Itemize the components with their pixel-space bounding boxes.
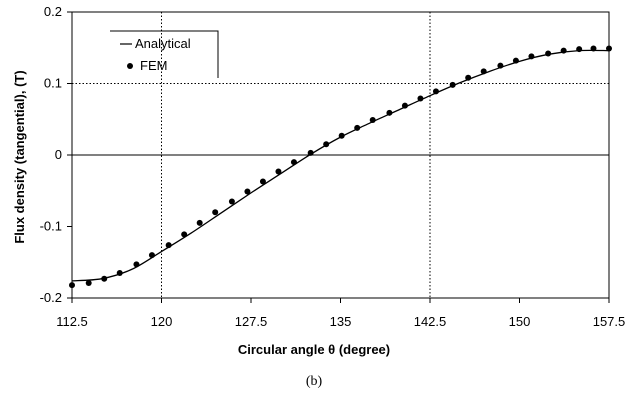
y-axis-title: Flux density (tangential), (T) bbox=[12, 70, 27, 243]
fem-point bbox=[290, 159, 297, 166]
fem-point bbox=[401, 102, 408, 109]
fem-point bbox=[560, 47, 567, 54]
grid-lines bbox=[72, 12, 609, 298]
x-tick-label: 120 bbox=[151, 314, 173, 329]
x-axis-title: Circular angle θ (degree) bbox=[238, 342, 390, 357]
x-tick-label: 142.5 bbox=[414, 314, 447, 329]
analytical-line bbox=[71, 49, 610, 282]
fem-point bbox=[369, 116, 376, 123]
fem-point bbox=[244, 188, 251, 195]
legend: Analytical FEM bbox=[110, 30, 219, 78]
y-tick-label: 0 bbox=[55, 147, 62, 162]
fem-point bbox=[338, 132, 345, 139]
fem-point bbox=[307, 149, 314, 156]
x-tick-label: 157.5 bbox=[593, 314, 626, 329]
fem-point bbox=[165, 242, 172, 249]
y-tick-label: -0.2 bbox=[40, 290, 62, 305]
fem-point bbox=[465, 74, 472, 81]
legend-box-edge bbox=[110, 30, 219, 78]
fem-point bbox=[148, 252, 155, 259]
fem-point bbox=[212, 209, 219, 216]
fem-point bbox=[417, 95, 424, 102]
fem-point bbox=[116, 269, 123, 276]
legend-fem-label: FEM bbox=[140, 58, 167, 73]
fem-point bbox=[323, 141, 330, 148]
fem-point bbox=[432, 88, 439, 95]
fem-point bbox=[512, 57, 519, 64]
x-ticks: 112.5 120 127.5 135 142.5 150 157.5 bbox=[56, 298, 625, 329]
fem-point bbox=[101, 275, 108, 282]
fem-point bbox=[228, 198, 235, 205]
fem-point bbox=[85, 279, 92, 286]
fem-point bbox=[528, 53, 535, 60]
figure-caption: (b) bbox=[306, 374, 323, 389]
x-tick-label: 127.5 bbox=[235, 314, 268, 329]
fem-point bbox=[545, 50, 552, 57]
legend-fem-swatch bbox=[127, 63, 133, 69]
y-tick-label: 0.1 bbox=[44, 76, 62, 91]
fem-point bbox=[576, 46, 583, 53]
y-ticks: 0.2 0.1 0 -0.1 -0.2 bbox=[40, 4, 72, 305]
fem-point bbox=[259, 178, 266, 185]
fem-point bbox=[354, 124, 361, 131]
series-fem bbox=[69, 45, 612, 289]
series-analytical bbox=[71, 49, 610, 282]
fem-point bbox=[133, 261, 140, 268]
x-tick-label: 150 bbox=[509, 314, 531, 329]
fem-point bbox=[590, 45, 597, 52]
fem-point bbox=[480, 68, 487, 75]
x-tick-label: 135 bbox=[330, 314, 352, 329]
fem-point bbox=[196, 219, 203, 226]
fem-point bbox=[386, 109, 393, 116]
x-tick-label: 112.5 bbox=[56, 314, 88, 329]
fem-point bbox=[449, 81, 456, 88]
plot-frame bbox=[71, 11, 610, 299]
y-tick-label: 0.2 bbox=[44, 4, 62, 19]
legend-analytical-label: Analytical bbox=[135, 36, 191, 51]
fem-point bbox=[275, 168, 282, 175]
fem-point bbox=[497, 62, 504, 69]
fem-point bbox=[181, 231, 188, 238]
y-tick-label: -0.1 bbox=[40, 219, 62, 234]
